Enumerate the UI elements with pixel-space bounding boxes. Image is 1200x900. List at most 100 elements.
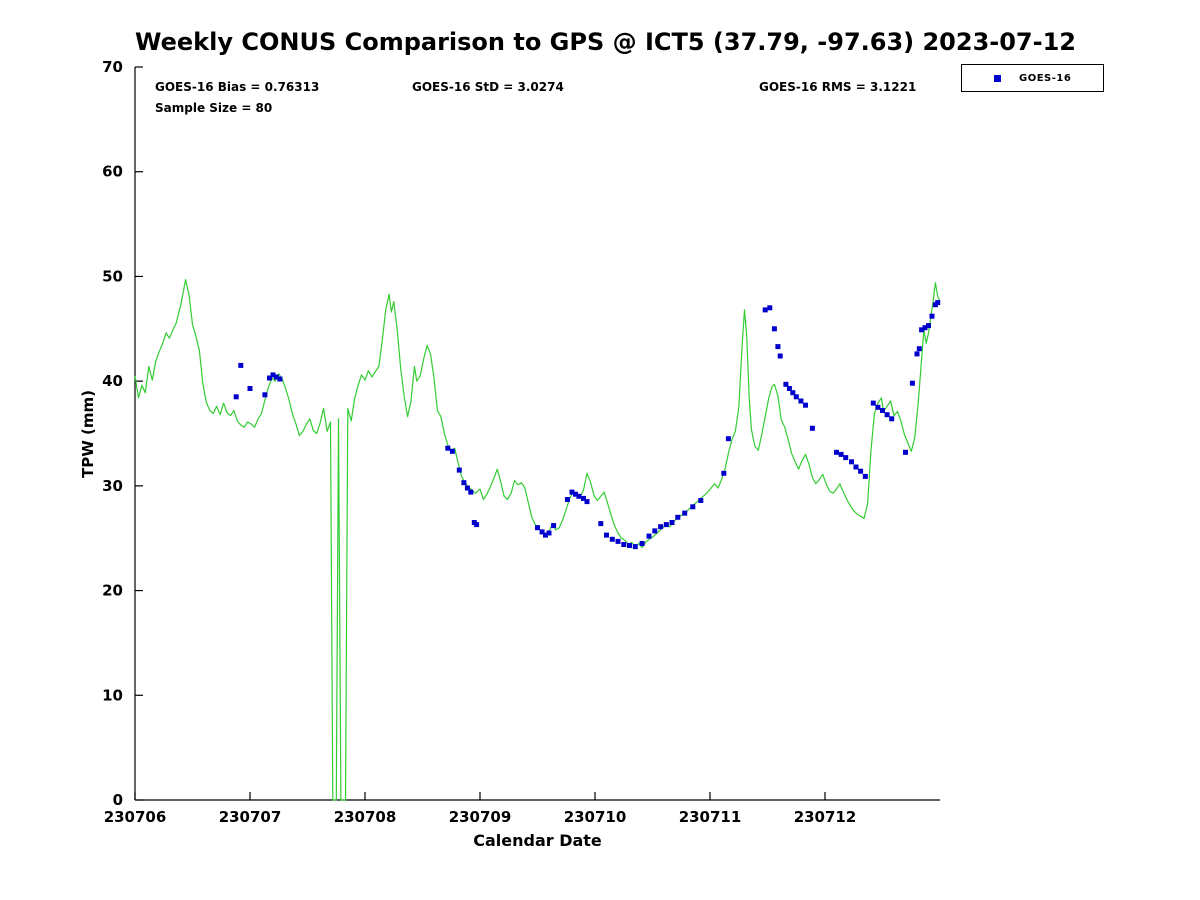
goes16-marker <box>267 375 272 381</box>
y-tick-label: 40 <box>102 372 123 390</box>
goes16-marker <box>535 525 540 531</box>
y-tick-label: 70 <box>102 58 123 76</box>
goes16-marker <box>598 521 604 527</box>
y-tick-label: 30 <box>102 477 123 495</box>
goes16-marker <box>646 533 652 539</box>
goes16-marker <box>762 307 768 313</box>
goes16-marker <box>783 381 789 387</box>
legend: GOES-16 <box>961 64 1104 92</box>
stat-rms: GOES-16 RMS = 3.1221 <box>759 80 917 94</box>
goes16-marker <box>468 489 474 495</box>
goes16-marker <box>277 376 283 382</box>
goes16-marker <box>273 374 279 380</box>
goes16-marker <box>474 522 480 528</box>
goes16-marker <box>793 394 799 400</box>
goes16-marker <box>615 538 621 544</box>
goes16-marker <box>669 520 675 525</box>
x-axis-label: Calendar Date <box>473 831 602 850</box>
goes16-marker <box>834 449 839 455</box>
goes16-marker <box>777 353 783 359</box>
x-tick-label: 230709 <box>449 808 512 826</box>
goes16-marker <box>639 541 645 546</box>
goes16-marker <box>464 485 470 491</box>
goes16-marker <box>573 491 578 497</box>
goes16-marker <box>870 400 876 406</box>
goes16-marker <box>233 394 239 400</box>
goes16-marker <box>922 325 928 331</box>
stat-bias: GOES-16 Bias = 0.76313 <box>155 80 320 94</box>
stat-sample-size: Sample Size = 80 <box>155 101 273 115</box>
goes16-marker <box>690 504 696 510</box>
goes16-marker <box>790 390 796 396</box>
goes16-marker <box>449 448 455 454</box>
goes16-marker <box>875 404 881 410</box>
y-tick-label: 10 <box>102 686 123 704</box>
y-axis-label: TPW (mm) <box>79 390 97 478</box>
goes16-marker <box>456 467 462 473</box>
x-tick-label: 230707 <box>219 808 282 826</box>
goes16-marker <box>675 514 681 520</box>
goes16-marker <box>803 402 808 408</box>
goes16-marker <box>786 386 792 391</box>
gps-line-series <box>134 279 941 801</box>
goes16-marker <box>262 392 268 398</box>
goes16-marker <box>809 425 815 431</box>
goes16-marker <box>884 412 890 418</box>
goes16-marker <box>576 493 582 499</box>
x-tick-label: 230706 <box>104 808 167 826</box>
goes16-marker <box>581 495 586 501</box>
x-tick-label: 230712 <box>794 808 857 826</box>
goes16-marker <box>247 386 253 391</box>
goes16-marker <box>775 344 781 350</box>
goes16-marker <box>914 351 920 357</box>
goes16-marker <box>604 532 609 538</box>
goes16-marker <box>853 464 859 470</box>
goes16-marker <box>919 327 925 333</box>
goes16-marker <box>569 489 575 495</box>
goes16-marker <box>539 529 545 535</box>
goes16-marker <box>721 470 727 476</box>
goes16-marker <box>725 436 731 442</box>
y-tick-label: 60 <box>102 163 123 181</box>
legend-goes16-label: GOES-16 <box>1019 72 1072 84</box>
x-tick-label: 230711 <box>679 808 742 826</box>
goes16-marker <box>652 528 658 534</box>
goes16-marker <box>767 305 773 311</box>
goes16-marker <box>270 372 276 378</box>
goes16-marker <box>880 408 885 413</box>
chart-title: Weekly CONUS Comparison to GPS @ ICT5 (3… <box>135 28 1076 56</box>
goes16-marker <box>546 530 552 536</box>
goes16-marker <box>609 536 615 542</box>
goes16-marker <box>445 445 451 451</box>
goes16-marker <box>621 542 627 547</box>
y-tick-label: 50 <box>102 267 123 285</box>
x-tick-label: 230708 <box>334 808 397 826</box>
goes16-marker <box>551 523 557 529</box>
goes16-marker <box>903 449 908 455</box>
y-tick-label: 0 <box>113 791 123 809</box>
stat-std: GOES-16 StD = 3.0274 <box>412 80 564 94</box>
goes16-marker <box>461 480 467 486</box>
goes16-marker <box>543 532 548 538</box>
goes16-marker <box>798 398 804 404</box>
goes16-marker <box>926 323 931 329</box>
goes16-marker <box>238 362 244 368</box>
goes16-marker <box>584 499 590 505</box>
goes16-marker <box>935 300 941 306</box>
goes16-marker <box>771 326 777 332</box>
goes16-marker <box>843 455 849 461</box>
goes16-marker <box>909 380 915 386</box>
goes16-marker <box>929 313 935 319</box>
goes16-marker <box>889 416 895 422</box>
goes16-marker <box>916 346 922 352</box>
goes16-marker <box>698 498 704 503</box>
goes16-marker <box>564 497 570 502</box>
goes16-marker <box>627 543 632 548</box>
y-tick-label: 20 <box>102 582 123 600</box>
goes16-marker <box>663 522 669 528</box>
goes16-marker <box>632 544 638 550</box>
goes16-marker <box>682 510 688 516</box>
x-tick-label: 230710 <box>564 808 627 826</box>
